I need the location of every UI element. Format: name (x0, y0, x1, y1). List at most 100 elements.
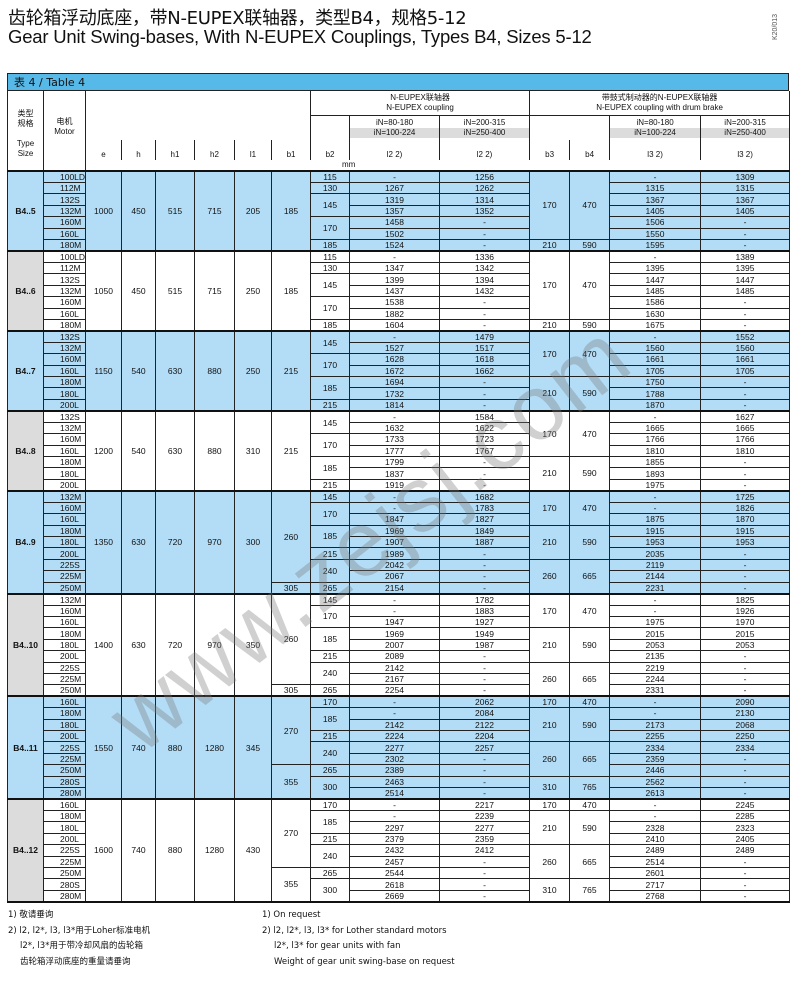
l2-high-ratio-cell: 2084 (439, 707, 530, 720)
l3-high-ratio-cell: - (700, 661, 790, 674)
table-caption: 表 4 / Table 4 (7, 73, 789, 91)
dim-l1-cell: 350 (234, 592, 272, 697)
l3-low-ratio-cell: 1665 (609, 421, 701, 435)
dim-h-cell: 740 (121, 798, 156, 903)
dim-b2-cell: 170 (310, 216, 350, 240)
l2-high-ratio-cell: 2062 (439, 695, 530, 709)
l3-low-ratio-cell: 1855 (609, 456, 701, 469)
dim-b2-cell: 300 (310, 775, 350, 800)
table-row: 132S 145 1399 1394 1447 1447 (8, 273, 790, 298)
l3-low-ratio-cell: 2119 (609, 558, 701, 572)
motor-cell: 160L (43, 513, 86, 526)
dim-b2-cell: 170 (310, 798, 350, 811)
dim-e-cell: 1400 (85, 592, 122, 697)
dim-b4-cell: 665 (569, 661, 610, 697)
l2-high-ratio-cell: 1336 (439, 249, 530, 263)
l3-high-ratio-cell: - (700, 376, 790, 389)
l3-low-ratio-cell: 1405 (609, 204, 701, 218)
motor-cell: 225S (43, 558, 86, 572)
motor-cell: 132M (43, 489, 86, 503)
footnote-cn-3: l2*, l3*用于带冷却风扇的齿轮箱 (20, 941, 143, 951)
l3-low-ratio-cell: 1915 (609, 524, 701, 538)
dim-h2-cell: 715 (194, 170, 235, 252)
l2-low-ratio-cell: 1632 (349, 421, 440, 435)
l2-high-ratio-cell: 2239 (439, 809, 530, 823)
dim-h2-cell: 880 (194, 409, 235, 492)
motor-cell: 160L (43, 364, 86, 378)
l3-low-ratio-cell: 2334 (609, 741, 701, 754)
table-row: 180M 185 1799-210 590 1855- (8, 456, 790, 492)
l3-high-ratio-cell: - (700, 650, 790, 663)
table-row: 180L 2142 2122 2173 2068 (8, 718, 790, 732)
l2-low-ratio-cell: - (349, 489, 440, 503)
dim-h-cell: 540 (121, 409, 156, 492)
l2-high-ratio-cell: - (439, 866, 530, 880)
l3-high-ratio-cell: 1810 (700, 444, 790, 458)
dim-b1-cell: 355 (271, 764, 311, 800)
coupling-cn-label: N-EUPEX联轴器 (390, 92, 450, 102)
l3-low-ratio-cell: 2053 (609, 638, 701, 652)
l2-high-ratio-cell: - (439, 387, 530, 400)
table-row: 225M 2457-2514- (8, 855, 790, 868)
table-row: 132M 1632 1622 1665 1665 (8, 421, 790, 435)
l2-high-ratio-cell: - (439, 376, 530, 389)
dim-b1-cell: 270 (271, 695, 311, 766)
dim-b2-cell: 145 (310, 273, 350, 298)
motor-cell: 160M (43, 216, 86, 229)
l2-low-ratio-cell: - (349, 798, 440, 811)
l3-high-ratio-cell: - (700, 227, 790, 240)
l3-low-ratio-cell: 2613 (609, 787, 701, 800)
l3-high-ratio-cell: 1725 (700, 489, 790, 503)
motor-cell: 160M (43, 433, 86, 446)
l2-high-ratio-cell: 1927 (439, 615, 530, 629)
column-header: h2 (194, 140, 235, 160)
l2-low-ratio-cell: 1837 (349, 467, 440, 480)
l3-low-ratio-cell: 1595 (609, 238, 701, 252)
l2-low-ratio-cell: 1267 (349, 181, 440, 195)
motor-cell: 180L (43, 718, 86, 732)
l2-low-ratio-cell: 1847 (349, 513, 440, 526)
l2-high-ratio-cell: 1767 (439, 444, 530, 458)
l3-high-ratio-cell: 1915 (700, 524, 790, 538)
l2-low-ratio-cell: 1604 (349, 318, 440, 332)
dim-b3-cell: 310 (529, 775, 570, 800)
dim-b3-cell: 260 (529, 558, 570, 595)
column-header: l2 2) (349, 140, 440, 160)
l2-high-ratio-cell: 1782 (439, 592, 530, 606)
l2-low-ratio-cell: 2142 (349, 661, 440, 674)
dim-b3-cell: 170 (529, 329, 570, 378)
l2-high-ratio-cell: - (439, 764, 530, 777)
l3-high-ratio-cell: 2053 (700, 638, 790, 652)
l3-high-ratio-cell: 1309 (700, 170, 790, 183)
dim-b2-cell: 170 (310, 353, 350, 378)
footnote-en-4: Weight of gear unit swing-base on reques… (274, 956, 455, 967)
l3-low-ratio-cell: 1788 (609, 387, 701, 400)
brake-coupling-cn-label: 带鼓式制动器的N-EUPEX联轴器 (601, 92, 718, 102)
l2-high-ratio-cell: 1314 (439, 193, 530, 206)
dim-l1-cell: 430 (234, 798, 272, 903)
motor-cell: 132S (43, 193, 86, 206)
l3-high-ratio-cell: 2015 (700, 627, 790, 640)
motor-cell: 160M (43, 296, 86, 309)
table-row: B4..11 160L 1550 740 880 1280 345 270 170-2062 17… (7, 695, 790, 800)
l3-low-ratio-cell: - (609, 604, 701, 617)
dim-b3-cell: 170 (529, 249, 570, 320)
l3-low-ratio-cell: 2219 (609, 661, 701, 674)
l3-low-ratio-cell: 1485 (609, 284, 701, 298)
motor-cell: 180L (43, 535, 86, 549)
dim-b2-cell: 215 (310, 650, 350, 663)
l2-low-ratio-cell: 1969 (349, 524, 440, 538)
motor-cell: 132M (43, 592, 86, 606)
motor-cell: 132S (43, 273, 86, 286)
l2-low-ratio-cell: 2224 (349, 730, 440, 743)
l3-high-ratio-cell: - (700, 547, 790, 560)
l3-high-ratio-cell: - (700, 558, 790, 572)
l3-low-ratio-cell: - (609, 695, 701, 709)
table-row: 200L 215 1814-1870- (8, 398, 790, 412)
table-row: 180L 2297 2277 2328 2323 (8, 821, 790, 834)
table-row: B4..6 100LD 1050 450 515 715 250 185 115-1336 170… (7, 249, 790, 332)
l3-high-ratio-cell: - (700, 764, 790, 777)
l2-high-ratio-cell: - (439, 775, 530, 789)
l3-high-ratio-cell: 1705 (700, 364, 790, 378)
dim-b2-cell: 240 (310, 558, 350, 583)
